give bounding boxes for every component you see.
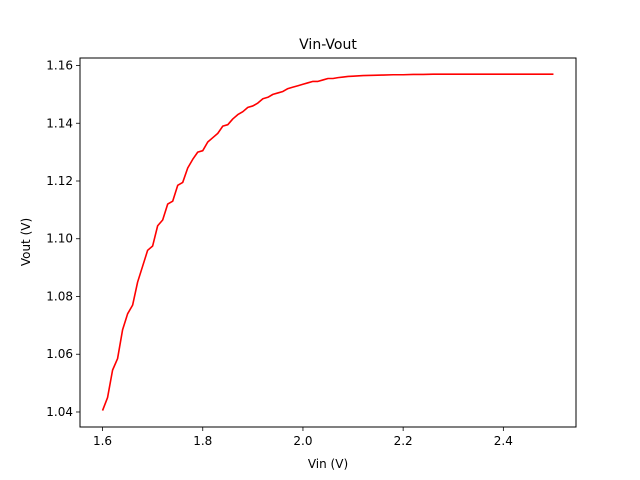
plot-frame [79, 57, 577, 428]
y-tick-label: 1.12 [46, 174, 73, 188]
series-layer [101, 73, 554, 411]
x-axis-label: Vin (V) [308, 457, 348, 471]
x-tick-label: 2.4 [494, 434, 513, 448]
y-axis: 1.04 1.06 1.08 1.10 1.12 1.14 1.16 [46, 59, 80, 419]
x-tick-label: 2.2 [394, 434, 413, 448]
chart-title: Vin-Vout [299, 37, 357, 53]
x-tick-label: 1.6 [93, 434, 112, 448]
y-tick-label: 1.06 [46, 347, 73, 361]
y-tick-label: 1.14 [46, 116, 73, 130]
x-tick-label: 1.8 [193, 434, 212, 448]
x-tick-label: 2.0 [293, 434, 312, 448]
x-axis: 1.6 1.8 2.0 2.2 2.4 [93, 427, 513, 448]
y-tick-label: 1.16 [46, 59, 73, 73]
series-line-0 [101, 73, 554, 411]
y-tick-label: 1.08 [46, 289, 73, 303]
y-tick-label: 1.04 [46, 405, 73, 419]
y-axis-label: Vout (V) [19, 218, 33, 266]
y-tick-label: 1.10 [46, 232, 73, 246]
